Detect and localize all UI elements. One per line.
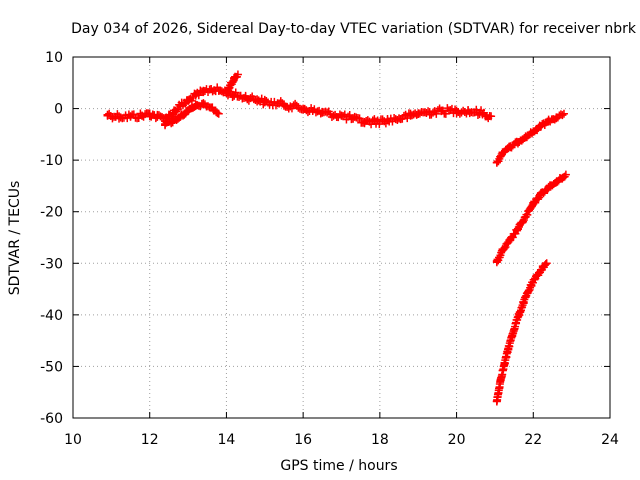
- data-point: [527, 202, 536, 211]
- chart-title: Day 034 of 2026, Sidereal Day-to-day VTE…: [71, 21, 637, 37]
- plot-border: [72, 56, 611, 419]
- data-point: [513, 226, 522, 235]
- data-point: [231, 88, 240, 97]
- series-late-arc-3: [492, 259, 551, 406]
- y-tick-label: -20: [40, 205, 63, 221]
- x-tick-label: 12: [141, 432, 159, 448]
- data-point: [403, 114, 412, 123]
- x-tick-label: 20: [448, 432, 466, 448]
- y-tick-label: 10: [45, 50, 63, 66]
- data-point: [212, 108, 221, 117]
- x-tick-label: 14: [218, 432, 236, 448]
- series-main-band-spike: [222, 70, 242, 98]
- data-point: [541, 260, 550, 269]
- data-point: [224, 84, 233, 93]
- data-point: [540, 261, 549, 270]
- data-point: [303, 108, 312, 117]
- data-point: [228, 78, 237, 87]
- data-point: [187, 96, 196, 105]
- x-tick-label: 24: [601, 432, 619, 448]
- y-tick-label: -50: [40, 359, 63, 375]
- data-point: [485, 112, 494, 121]
- data-point: [232, 72, 241, 81]
- x-axis-label: GPS time / hours: [280, 458, 397, 474]
- series-main-band: [103, 83, 496, 129]
- x-tick-label: 16: [294, 432, 312, 448]
- data-point: [213, 109, 222, 118]
- grid-lines: [73, 57, 610, 418]
- tick-marks: [72, 56, 611, 419]
- y-axis-label: SDTVAR / TECUs: [7, 181, 23, 296]
- y-tick-label: -30: [40, 256, 63, 272]
- y-tick-label: -10: [40, 153, 63, 169]
- y-tick-label: -40: [40, 308, 63, 324]
- x-tick-label: 22: [524, 432, 542, 448]
- data-points-layer: [103, 70, 570, 406]
- series-late-arc-1: [492, 109, 568, 167]
- series-main-band-lower: [161, 99, 223, 130]
- y-tick-label: 0: [54, 102, 63, 118]
- data-point: [534, 195, 543, 204]
- data-point: [523, 210, 532, 219]
- data-point: [560, 172, 569, 181]
- data-point: [432, 109, 441, 118]
- data-point: [556, 110, 565, 119]
- y-tick-label: -60: [40, 411, 63, 427]
- data-point: [500, 244, 509, 253]
- data-point: [355, 114, 364, 123]
- data-point: [558, 111, 567, 120]
- tick-labels: 10 12 14 16 18 20 22 24 10 0 -10 -20 -30 -40 -50 -60: [40, 50, 619, 448]
- x-tick-label: 10: [64, 432, 82, 448]
- x-tick-label: 18: [371, 432, 389, 448]
- data-point: [519, 217, 528, 226]
- series-late-arc-2: [492, 170, 570, 267]
